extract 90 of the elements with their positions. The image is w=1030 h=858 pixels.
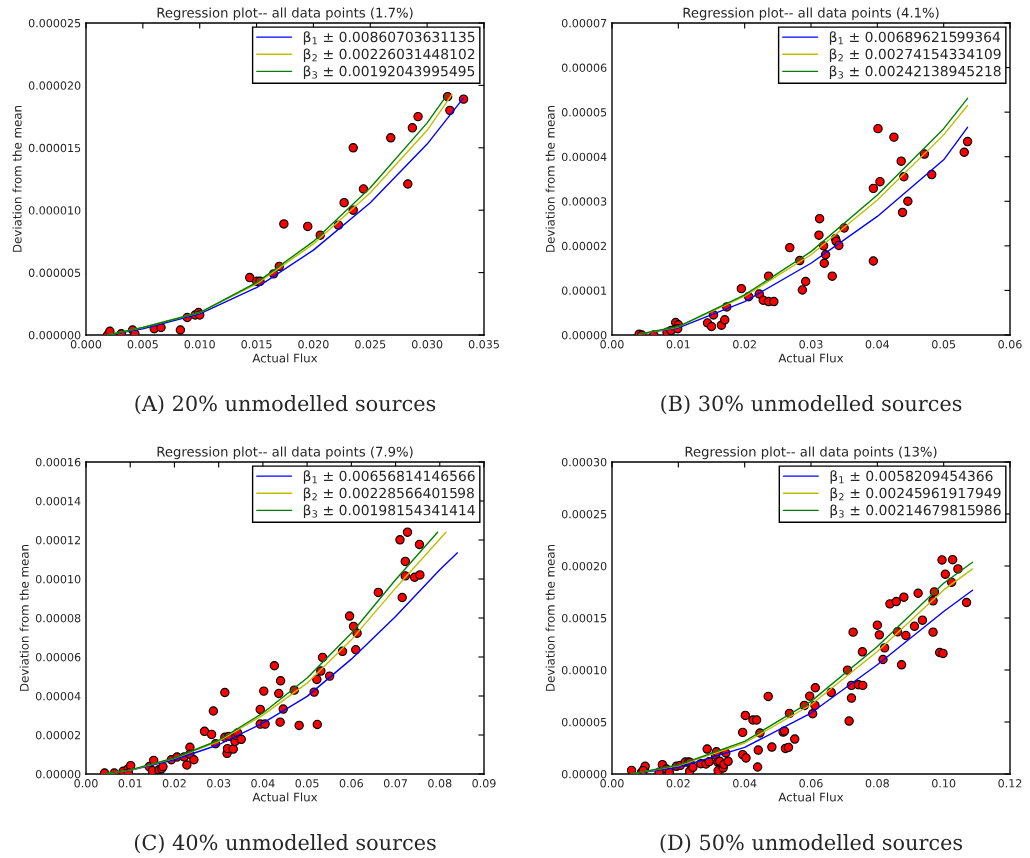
- y-tick-label: 0.00010: [561, 665, 607, 675]
- x-axis-title: Actual Flux: [778, 792, 844, 802]
- y-tick-label: 0.00005: [561, 717, 607, 727]
- legend-label: β$_{1}$ ± 0.00656814146566: [303, 470, 475, 484]
- y-tick-label: 0.00001: [561, 286, 607, 295]
- x-tick-label: 0.07: [383, 779, 407, 788]
- y-tick-label: 0.000025: [28, 18, 81, 28]
- y-tick-label: 0.00007: [561, 18, 607, 28]
- x-tick-label: 0.005: [127, 340, 158, 349]
- y-axis-title: Deviation from the mean: [12, 105, 22, 252]
- x-tick-label: 0.010: [184, 340, 215, 349]
- y-tick-label: 0.000010: [28, 206, 81, 215]
- text: (B) 30% unmodelled sources: [661, 395, 962, 415]
- x-tick-label: 0.025: [355, 340, 386, 349]
- x-axis-title: Actual Flux: [252, 792, 318, 802]
- legend-label: β$_{3}$ ± 0.00198154341414: [303, 504, 475, 519]
- y-tick-label: 0.00006: [561, 63, 607, 72]
- legend-label: β$_{1}$ ± 0.00689621599364: [829, 31, 1001, 45]
- y-tick-label: 0.00004: [35, 691, 81, 701]
- y-tick-label: 0.00002: [561, 241, 607, 251]
- y-tick-label: 0.00010: [35, 574, 81, 584]
- x-tick-label: 0.03: [207, 779, 231, 788]
- x-tick-label: 0.08: [428, 779, 452, 788]
- x-tick-label: 0.02: [162, 779, 186, 788]
- x-tick-label: 0.06: [799, 779, 823, 788]
- x-tick-label: 0.02: [733, 340, 756, 349]
- x-tick-label: 0.01: [666, 340, 690, 349]
- x-tick-label: 0.00: [74, 779, 98, 788]
- y-tick-label: 0.000000: [28, 330, 81, 340]
- y-tick-label: 0.00015: [561, 613, 607, 623]
- x-tick-label: 0.03: [799, 340, 823, 349]
- x-tick-label: 0.00: [600, 340, 624, 349]
- x-tick-label: 0.10: [932, 779, 956, 788]
- legend-label: β$_{2}$ ± 0.00226031448102: [303, 48, 475, 62]
- x-tick-label: 0.015: [241, 340, 272, 349]
- legend-label: β$_{3}$ ± 0.00214679815986: [830, 504, 1001, 519]
- chart-title: Regression plot-- all data points (1.7%): [157, 7, 413, 21]
- y-tick-label: 0.000005: [28, 268, 81, 277]
- y-tick-label: 0.00014: [35, 496, 81, 506]
- y-tick-label: 0.00012: [35, 535, 81, 545]
- legend-label: β$_{1}$ ± 0.00860703631135: [303, 31, 475, 45]
- y-tick-label: 0.00003: [561, 197, 607, 206]
- y-tick-label: 0.00002: [35, 730, 81, 740]
- x-tick-label: 0.01: [118, 779, 142, 788]
- legend-label: β$_{1}$ ± 0.0058209454366: [830, 470, 993, 484]
- x-tick-label: 0.035: [468, 340, 499, 349]
- y-tick-label: 0.00000: [561, 330, 607, 340]
- x-tick-label: 0.09: [472, 779, 496, 788]
- y-tick-label: 0.00008: [35, 613, 81, 623]
- legend-label: β$_{3}$ ± 0.00192043995495: [303, 65, 475, 80]
- x-axis-title: Actual Flux: [778, 353, 844, 363]
- x-tick-label: 0.04: [251, 779, 275, 788]
- legend-label: β$_{2}$ ± 0.00274154334109: [829, 48, 1001, 62]
- y-tick-label: 0.00025: [561, 509, 607, 519]
- y-tick-label: 0.00030: [561, 457, 607, 467]
- y-tick-label: 0.00020: [561, 561, 607, 571]
- y-axis-title: Deviation from the mean: [545, 105, 555, 252]
- x-tick-label: 0.030: [411, 340, 443, 349]
- y-axis-title: Deviation from the mean: [19, 544, 29, 691]
- chart-title: Regression plot-- all data points (13%): [685, 446, 937, 460]
- y-axis-title: Deviation from the mean: [545, 544, 555, 691]
- text: (C) 40% unmodelled sources: [134, 834, 436, 854]
- x-tick-label: 0.00: [600, 779, 624, 788]
- x-axis-title: Actual Flux: [252, 353, 318, 363]
- y-tick-label: 0.00000: [561, 769, 607, 779]
- text: (D) 50% unmodelled sources: [660, 834, 963, 854]
- y-tick-label: 0.00004: [561, 152, 607, 162]
- x-tick-label: 0.02: [666, 779, 690, 788]
- chart-title: Regression plot-- all data points (7.9%): [157, 446, 413, 460]
- y-tick-label: 0.00016: [35, 457, 81, 467]
- text: (A) 20% unmodelled sources: [135, 395, 436, 415]
- x-tick-label: 0.12: [998, 779, 1022, 788]
- x-tick-label: 0.05: [932, 340, 956, 349]
- y-tick-label: 0.00005: [561, 108, 607, 117]
- x-tick-label: 0.06: [339, 779, 363, 788]
- y-tick-label: 0.000015: [28, 143, 81, 153]
- x-tick-label: 0.04: [865, 340, 890, 349]
- y-tick-label: 0.00000: [35, 769, 81, 779]
- x-tick-label: 0.020: [298, 340, 329, 349]
- x-tick-label: 0.08: [865, 779, 889, 788]
- x-tick-label: 0.04: [733, 779, 757, 788]
- y-tick-label: 0.00006: [35, 652, 81, 662]
- x-tick-label: 0.000: [70, 340, 102, 349]
- x-tick-label: 0.06: [998, 340, 1022, 349]
- x-tick-label: 0.05: [295, 779, 319, 788]
- legend-label: β$_{2}$ ± 0.00245961917949: [830, 487, 1001, 501]
- y-tick-label: 0.000020: [28, 81, 81, 90]
- legend-label: β$_{2}$ ± 0.00228566401598: [303, 487, 474, 501]
- legend-label: β$_{3}$ ± 0.00242138945218: [829, 65, 1001, 80]
- chart-title: Regression plot-- all data points (4.1%): [683, 7, 939, 21]
